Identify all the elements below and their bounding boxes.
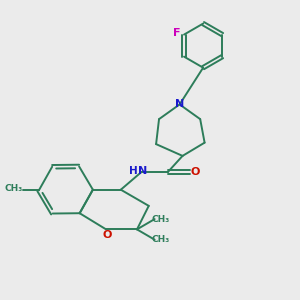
Text: N: N [175, 99, 184, 110]
Text: N: N [138, 167, 148, 176]
Text: F: F [173, 28, 180, 38]
Text: O: O [103, 230, 112, 240]
Text: O: O [190, 167, 200, 177]
Text: CH₃: CH₃ [152, 214, 170, 224]
Text: H: H [129, 167, 137, 176]
Text: CH₃: CH₃ [4, 184, 22, 193]
Text: CH₃: CH₃ [152, 235, 170, 244]
